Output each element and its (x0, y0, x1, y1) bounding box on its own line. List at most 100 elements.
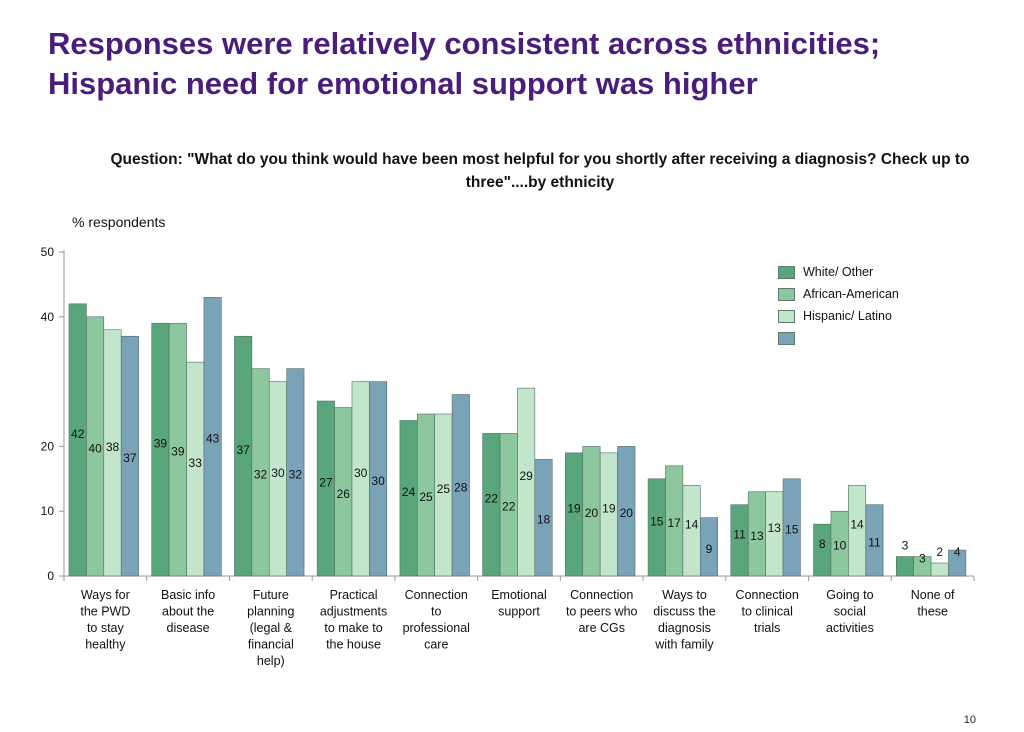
category-label: help) (257, 654, 285, 668)
data-label: 26 (337, 487, 351, 501)
data-label: 40 (88, 441, 102, 455)
legend-swatch (778, 332, 795, 345)
category-label: (legal & (250, 621, 293, 635)
category-label: the house (326, 638, 381, 652)
category-label: disease (167, 621, 210, 635)
slide-title-line-1: Responses were relatively consistent acr… (48, 26, 881, 61)
category-label: Connection (736, 588, 799, 602)
category-label: Future (253, 588, 289, 602)
data-label: 30 (271, 466, 285, 480)
category-label: trials (754, 621, 780, 635)
data-label: 3 (902, 539, 909, 553)
data-label: 14 (850, 518, 864, 532)
y-axis-label: % respondents (72, 214, 166, 230)
legend-label: African-American (803, 287, 899, 301)
data-label: 30 (354, 466, 368, 480)
category-label: discuss the (653, 605, 716, 619)
legend-swatch (778, 266, 795, 279)
y-tick-label: 20 (41, 439, 55, 453)
data-label: 2 (936, 545, 943, 559)
data-label: 22 (485, 492, 499, 506)
bar (617, 446, 636, 577)
data-label: 27 (319, 476, 333, 490)
category-label: with family (654, 638, 714, 652)
data-label: 38 (106, 440, 120, 454)
data-label: 4 (954, 545, 961, 559)
category-label: adjustments (320, 605, 387, 619)
data-label: 13 (750, 529, 764, 543)
bar (286, 368, 305, 577)
data-label: 18 (537, 513, 551, 527)
bar (895, 556, 914, 577)
category-label: these (917, 605, 948, 619)
data-label: 29 (519, 469, 533, 483)
data-label: 17 (668, 516, 682, 530)
bar (120, 335, 139, 577)
data-label: 8 (819, 537, 826, 551)
category-label: about the (162, 605, 214, 619)
data-label: 13 (768, 521, 782, 535)
bar (699, 517, 718, 577)
category-label: to clinical (741, 605, 792, 619)
category-label: to peers who (566, 605, 638, 619)
data-label: 14 (685, 518, 699, 532)
data-label: 19 (567, 501, 581, 515)
y-tick-label: 40 (41, 310, 55, 324)
category-label: are CGs (578, 621, 625, 635)
category-label: activities (826, 621, 874, 635)
category-label: healthy (85, 638, 126, 652)
data-label: 20 (620, 506, 634, 520)
legend-swatch (778, 288, 795, 301)
data-label: 15 (650, 514, 664, 528)
bar (865, 504, 884, 577)
data-label: 11 (733, 527, 746, 541)
bar (451, 394, 470, 577)
category-label: support (498, 605, 540, 619)
category-label: to (431, 605, 441, 619)
data-label: 9 (706, 542, 713, 556)
category-label: to make to (324, 621, 382, 635)
data-label: 24 (402, 485, 416, 499)
data-label: 43 (206, 432, 220, 446)
data-label: 25 (437, 482, 451, 496)
data-label: 20 (585, 506, 599, 520)
legend-swatch (778, 310, 795, 323)
bar (203, 297, 222, 577)
data-label: 42 (71, 427, 85, 441)
category-label: Going to (826, 588, 873, 602)
y-tick-label: 10 (41, 504, 55, 518)
data-label: 30 (371, 474, 385, 488)
category-label: Connection (405, 588, 468, 602)
data-label: 39 (154, 437, 168, 451)
data-label: 32 (254, 467, 268, 481)
bar (948, 549, 967, 577)
data-label: 11 (868, 535, 881, 549)
category-label: Practical (330, 588, 378, 602)
data-label: 10 (833, 539, 847, 553)
y-tick-label: 0 (47, 569, 54, 583)
legend-label: Hispanic/ Latino (803, 309, 892, 323)
chart-title: Question: "What do you think would have … (110, 151, 970, 191)
category-label: social (834, 605, 866, 619)
data-label: 15 (785, 522, 799, 536)
bar (534, 459, 553, 577)
category-label: the PWD (80, 605, 130, 619)
data-label: 32 (289, 467, 303, 481)
category-label: Connection (570, 588, 633, 602)
bar (782, 478, 801, 577)
category-label: diagnosis (658, 621, 711, 635)
category-label: professional (403, 621, 470, 635)
data-label: 33 (189, 456, 203, 470)
data-label: 3 (919, 552, 926, 566)
category-label: to stay (87, 621, 125, 635)
data-label: 37 (236, 443, 250, 457)
legend-label: White/ Other (803, 265, 874, 279)
data-label: 25 (419, 490, 433, 504)
slide-title: Responses were relatively consistent acr… (48, 24, 988, 104)
category-label: Basic info (161, 588, 215, 602)
data-label: 22 (502, 500, 516, 514)
data-label: 39 (171, 445, 185, 459)
category-label: care (424, 638, 448, 652)
data-label: 37 (123, 451, 137, 465)
